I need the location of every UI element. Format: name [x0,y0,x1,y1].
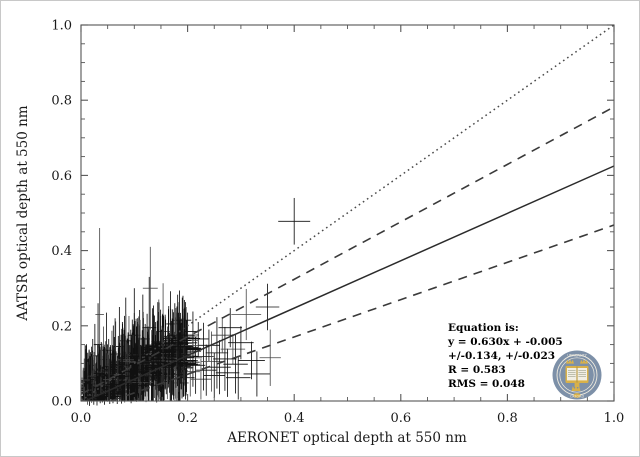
x-tick-label: 1.0 [604,411,625,426]
y-tick-label: 1.0 [51,19,72,34]
svg-text:UNIVERSITY: UNIVERSITY [567,353,588,357]
x-tick-label: 0.4 [284,411,305,426]
y-axis-label: AATSR optical depth at 550 nm [15,105,31,321]
y-tick-label: 0.6 [51,169,72,184]
x-tick-label: 0.0 [71,411,92,426]
x-tick-label: 0.6 [390,411,411,426]
figure-container: 0.0 0.2 0.4 0.6 0.8 1.0 0.0 0.2 0.4 0.6 0.8 1.0 AER… [0,0,640,457]
svg-text:OXFORD: OXFORD [570,395,584,399]
data-point [143,247,158,330]
annotation-line-3: +/-0.134, +/-0.023 [448,350,555,362]
x-tick-label: 0.8 [497,411,518,426]
regression-fit-line [85,166,614,401]
y-tick-label: 0.4 [51,244,72,259]
data-point [226,356,251,400]
data-point [231,289,261,340]
data-point [196,345,216,396]
annotation-line-5: RMS = 0.048 [448,378,525,390]
data-point [260,330,281,386]
university-of-oxford-crest-logo: UNIVERSITY OXFORD [553,351,602,400]
annotation-line-4: R = 0.583 [448,364,506,376]
y-tick-label: 0.8 [51,94,72,109]
error-bar-series [81,198,310,406]
data-point [201,331,222,391]
data-point [278,198,310,245]
x-axis-label: AERONET optical depth at 550 nm [226,430,467,446]
y-tick-label: 0.0 [51,395,72,410]
scatter-plot: 0.0 0.2 0.4 0.6 0.8 1.0 0.0 0.2 0.4 0.6 0.8 1.0 AER… [1,1,639,456]
data-point [223,335,248,394]
x-tick-label: 0.2 [177,411,198,426]
annotation-line-1: Equation is: [448,322,519,334]
annotation-line-2: y = 0.630x + -0.005 [447,336,563,348]
data-point [170,332,198,396]
equation-annotation: Equation is: y = 0.630x + -0.005 +/-0.13… [447,322,563,390]
y-tick-label: 0.2 [51,319,72,334]
data-point [204,353,225,398]
